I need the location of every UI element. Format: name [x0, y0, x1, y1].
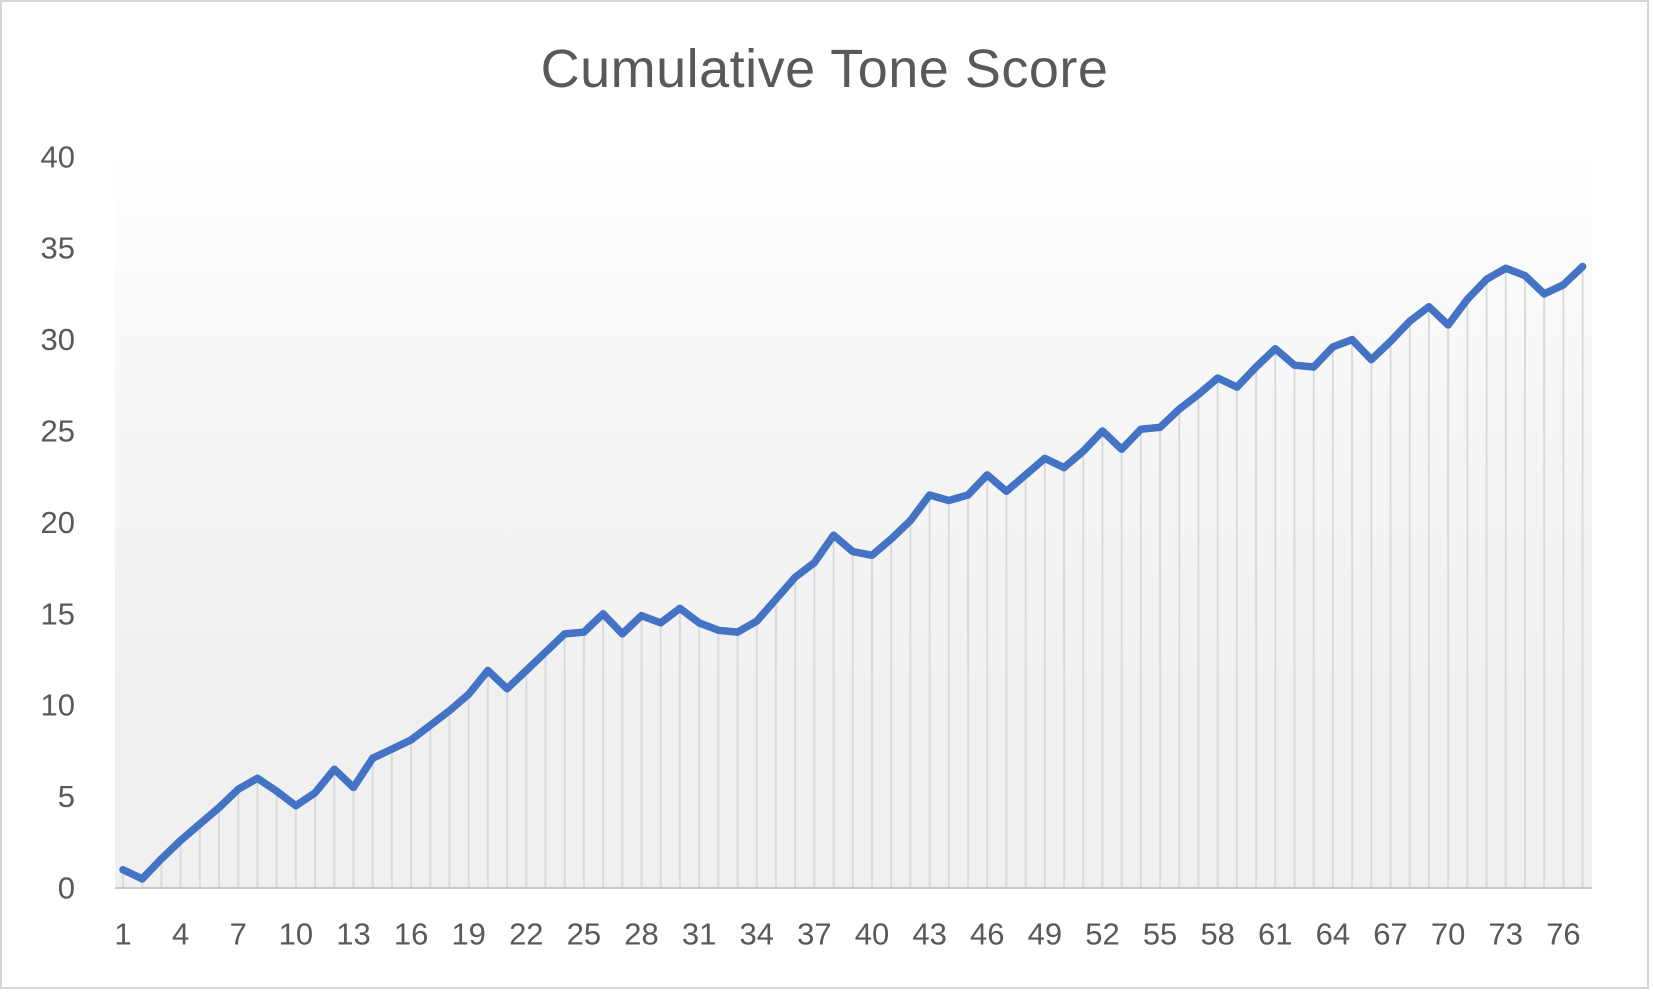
x-tick-label: 55 — [1143, 917, 1177, 952]
y-axis-labels: 0 5 10 15 20 25 30 35 40 — [41, 139, 75, 905]
x-tick-label: 70 — [1431, 917, 1465, 952]
x-tick-label: 1 — [114, 917, 131, 952]
x-tick-label: 40 — [855, 917, 889, 952]
y-tick-label: 20 — [41, 505, 75, 540]
y-tick-label: 5 — [58, 779, 75, 814]
x-axis-labels: 1 4 7 10 13 16 19 22 25 28 31 34 37 40 43 46 49 52 55 58 61 6… — [114, 917, 1580, 952]
x-tick-label: 19 — [451, 917, 485, 952]
y-tick-label: 10 — [41, 688, 75, 723]
y-tick-label: 35 — [41, 231, 75, 266]
x-tick-label: 22 — [509, 917, 543, 952]
x-tick-label: 58 — [1200, 917, 1234, 952]
y-tick-label: 15 — [41, 596, 75, 631]
x-tick-label: 13 — [336, 917, 370, 952]
x-tick-label: 52 — [1085, 917, 1119, 952]
x-tick-label: 28 — [624, 917, 658, 952]
chart-title: Cumulative Tone Score — [540, 39, 1109, 99]
x-tick-label: 43 — [912, 917, 946, 952]
x-tick-label: 4 — [172, 917, 189, 952]
x-tick-label: 34 — [740, 917, 774, 952]
x-tick-label: 10 — [279, 917, 313, 952]
x-tick-label: 61 — [1258, 917, 1292, 952]
x-tick-label: 7 — [230, 917, 247, 952]
x-tick-label: 25 — [567, 917, 601, 952]
y-tick-label: 40 — [41, 139, 75, 174]
droplines — [122, 266, 1584, 888]
x-tick-label: 46 — [970, 917, 1004, 952]
y-tick-label: 0 — [58, 871, 75, 906]
x-tick-label: 31 — [682, 917, 716, 952]
y-tick-label: 25 — [41, 414, 75, 449]
x-tick-label: 49 — [1028, 917, 1062, 952]
x-tick-label: 16 — [394, 917, 428, 952]
x-tick-label: 64 — [1316, 917, 1350, 952]
x-tick-label: 37 — [797, 917, 831, 952]
y-tick-label: 30 — [41, 322, 75, 357]
x-tick-label: 67 — [1373, 917, 1407, 952]
x-tick-label: 76 — [1546, 917, 1580, 952]
x-tick-label: 73 — [1489, 917, 1523, 952]
series-line — [119, 262, 1587, 883]
